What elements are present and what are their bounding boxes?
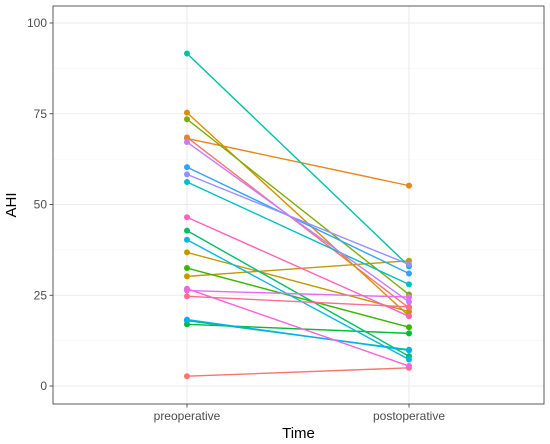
data-point	[406, 313, 412, 320]
x-axis: preoperative postoperative	[154, 404, 445, 423]
data-point	[184, 171, 190, 178]
data-point	[184, 50, 190, 57]
data-point	[184, 236, 190, 243]
series-line	[186, 367, 410, 377]
data-point	[406, 294, 412, 301]
panel-border	[52, 5, 545, 405]
data-point	[406, 324, 412, 331]
data-point	[406, 308, 412, 315]
series-line	[186, 216, 410, 317]
y-tick-label: 50	[34, 198, 48, 212]
data-point	[184, 178, 190, 185]
series-line	[186, 295, 410, 308]
data-point	[406, 261, 412, 268]
y-tick-label: 75	[34, 107, 48, 121]
y-axis: 0 25 50 75 100	[27, 16, 53, 393]
y-tick-label: 25	[34, 288, 48, 302]
series-lines	[186, 52, 410, 377]
data-point	[184, 214, 190, 221]
series-line	[186, 141, 410, 303]
data-point	[184, 316, 190, 323]
data-point	[406, 356, 412, 363]
data-point	[406, 347, 412, 354]
x-tick-label: preoperative	[154, 409, 221, 423]
data-point	[406, 298, 412, 305]
data-point	[184, 249, 190, 256]
series-line	[186, 318, 410, 352]
series-line	[186, 251, 410, 313]
series-line	[186, 181, 410, 285]
series-line	[186, 52, 410, 267]
series-line	[186, 267, 410, 328]
series-line	[186, 166, 410, 275]
data-point	[184, 139, 190, 146]
series-points	[184, 50, 412, 380]
grid-lines	[53, 6, 544, 404]
data-point	[184, 109, 190, 116]
series-line	[186, 118, 410, 296]
y-tick-label: 100	[27, 16, 47, 30]
y-axis-title: AHI	[3, 192, 20, 217]
series-line	[186, 173, 410, 266]
data-point	[184, 116, 190, 123]
data-point	[184, 265, 190, 272]
y-tick-label: 0	[40, 379, 47, 393]
series-line	[186, 289, 410, 298]
data-point	[184, 273, 190, 280]
data-point	[184, 227, 190, 234]
data-point	[406, 303, 412, 310]
series-line	[186, 112, 410, 317]
x-tick-label: postoperative	[373, 409, 445, 423]
data-point	[406, 363, 412, 370]
data-point	[406, 182, 412, 189]
data-point	[184, 373, 190, 380]
data-point	[184, 285, 190, 292]
data-point	[406, 330, 412, 337]
x-axis-title: Time	[282, 425, 315, 442]
series-line	[186, 260, 410, 278]
series-line	[186, 239, 410, 361]
data-point	[406, 270, 412, 277]
data-point	[184, 293, 190, 300]
data-point	[184, 164, 190, 171]
series-line	[186, 288, 410, 367]
data-point	[406, 281, 412, 288]
